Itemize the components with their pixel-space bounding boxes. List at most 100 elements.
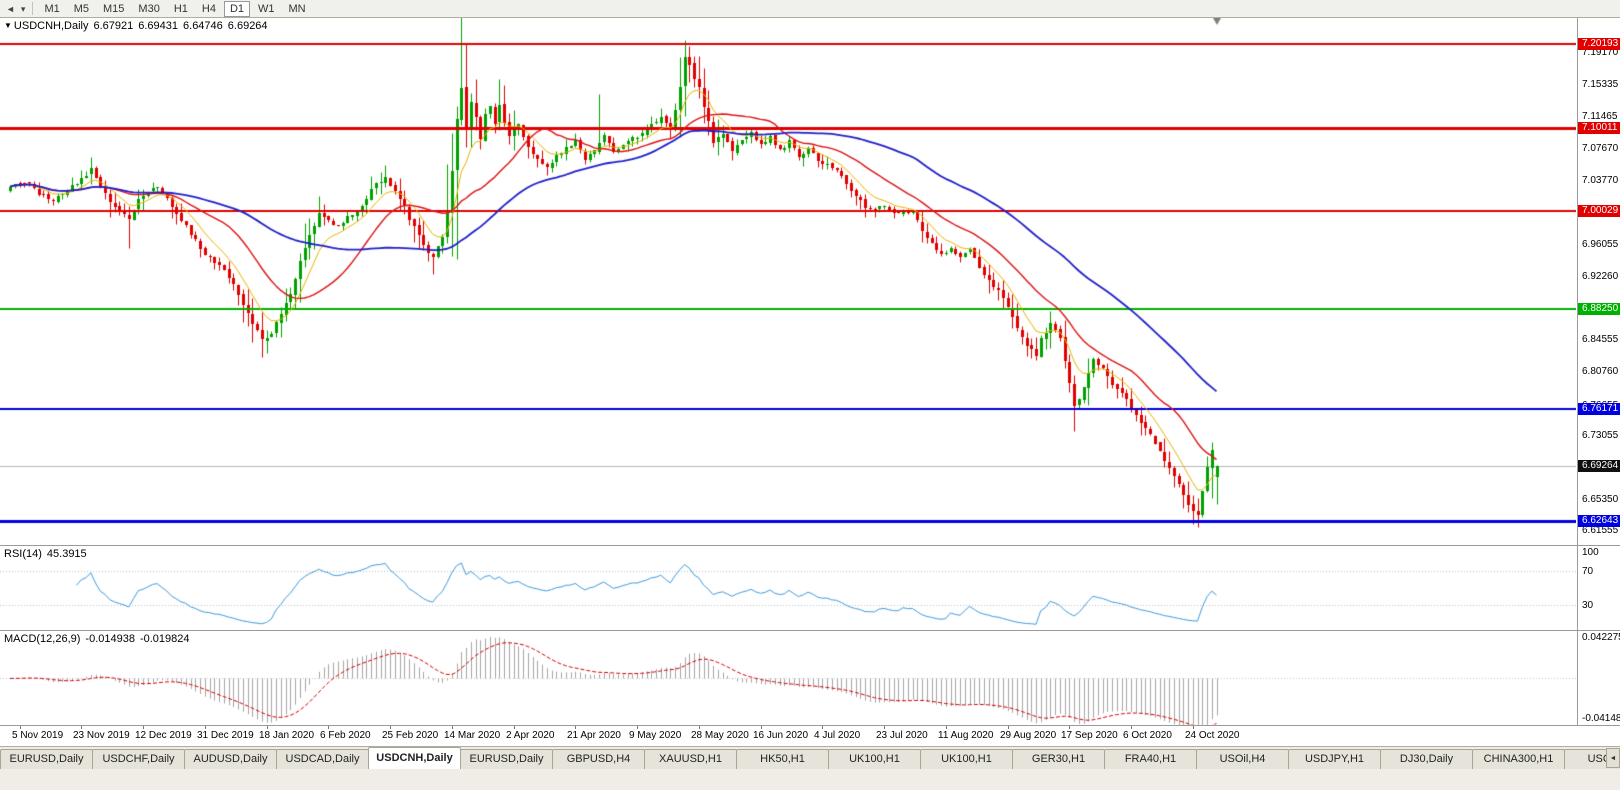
chart-menu-icon[interactable]: ▼ bbox=[4, 21, 12, 30]
timeframe-button-m5[interactable]: M5 bbox=[68, 1, 95, 17]
chart-tab-xauusd-h1[interactable]: XAUUSD,H1 bbox=[644, 749, 737, 769]
chart-tab-gbpusd-h4[interactable]: GBPUSD,H4 bbox=[552, 749, 645, 769]
rsi-scale-label: 30 bbox=[1582, 600, 1594, 611]
level-price-label: 7.00029 bbox=[1578, 205, 1620, 217]
macd-label: MACD(12,26,9) -0.014938 -0.019824 bbox=[4, 633, 190, 645]
tab-scroll-left-button[interactable]: ◄ bbox=[1606, 748, 1620, 768]
timeframe-button-m30[interactable]: M30 bbox=[132, 1, 165, 17]
macd-main-value: -0.014938 bbox=[85, 633, 135, 645]
chart-tab-dj30-daily[interactable]: DJ30,Daily bbox=[1380, 749, 1473, 769]
date-tick bbox=[267, 726, 268, 729]
date-tick bbox=[143, 726, 144, 729]
rsi-scale-label: 100 bbox=[1582, 547, 1599, 558]
date-label: 6 Feb 2020 bbox=[320, 730, 371, 741]
macd-panel-canvas[interactable] bbox=[0, 631, 1576, 725]
date-label: 24 Oct 2020 bbox=[1185, 730, 1240, 741]
rsi-panel-canvas[interactable] bbox=[0, 546, 1576, 630]
price-scale-label: 7.03770 bbox=[1582, 175, 1619, 186]
date-label: 16 Jun 2020 bbox=[753, 730, 809, 741]
price-scale-label: 7.07670 bbox=[1582, 143, 1619, 154]
chart-tab-usoil-h4[interactable]: USOil,H4 bbox=[1196, 749, 1289, 769]
timeframe-toolbar: ◄ ▾ M1 M5 M15 M30 H1 H4 D1 W1 MN bbox=[0, 0, 1620, 18]
timeframe-button-mn[interactable]: MN bbox=[283, 1, 312, 17]
date-label: 23 Nov 2019 bbox=[73, 730, 130, 741]
price-scale-label: 6.80760 bbox=[1582, 366, 1619, 377]
date-tick bbox=[328, 726, 329, 729]
rsi-indicator-value: 45.3915 bbox=[46, 548, 87, 560]
bottom-strip bbox=[0, 769, 1620, 790]
chart-title-high: 6.69431 bbox=[138, 20, 179, 32]
chart-title-open: 6.67921 bbox=[93, 20, 134, 32]
chart-tab-ger30-h1[interactable]: GER30,H1 bbox=[1012, 749, 1105, 769]
price-scale-label: 6.92260 bbox=[1582, 271, 1619, 282]
chart-tab-china300-h1[interactable]: CHINA300,H1 bbox=[1472, 749, 1565, 769]
price-scale-label: 6.84555 bbox=[1582, 334, 1619, 345]
toolbar-separator bbox=[32, 2, 34, 15]
date-label: 23 Jul 2020 bbox=[876, 730, 928, 741]
date-tick bbox=[575, 726, 576, 729]
date-tick bbox=[637, 726, 638, 729]
timeframe-button-d1[interactable]: D1 bbox=[223, 0, 251, 17]
timeframe-button-m1[interactable]: M1 bbox=[38, 1, 65, 17]
date-label: 11 Aug 2020 bbox=[938, 730, 994, 741]
macd-scale-label: -0.04148 bbox=[1582, 713, 1620, 724]
timeframe-button-h4[interactable]: H4 bbox=[196, 1, 222, 17]
price-scale-label: 7.19170 bbox=[1582, 47, 1619, 58]
date-tick bbox=[884, 726, 885, 729]
date-label: 9 May 2020 bbox=[629, 730, 682, 741]
timeframe-button-w1[interactable]: W1 bbox=[252, 1, 281, 17]
chart-tab-usdchf-daily[interactable]: USDCHF,Daily bbox=[92, 749, 185, 769]
chart-tab-eurusd-daily[interactable]: EURUSD,Daily bbox=[460, 749, 553, 769]
chart-tab-uk100-h1[interactable]: UK100,H1 bbox=[920, 749, 1013, 769]
level-price-label: 7.10011 bbox=[1578, 122, 1620, 134]
scroll-left-icon[interactable]: ◄ bbox=[6, 3, 15, 14]
date-tick bbox=[452, 726, 453, 729]
chart-tab-usdjpy-h1[interactable]: USDJPY,H1 bbox=[1288, 749, 1381, 769]
date-label: 28 May 2020 bbox=[691, 730, 749, 741]
panel-separator-rsi[interactable] bbox=[0, 545, 1620, 546]
date-tick bbox=[822, 726, 823, 729]
date-tick bbox=[761, 726, 762, 729]
date-label: 2 Apr 2020 bbox=[506, 730, 555, 741]
date-label: 14 Mar 2020 bbox=[444, 730, 501, 741]
chart-tab-uk100-h1[interactable]: UK100,H1 bbox=[828, 749, 921, 769]
last-price-label: 6.69264 bbox=[1578, 460, 1620, 472]
dropdown-caret-icon[interactable]: ▾ bbox=[20, 3, 26, 14]
rsi-scale-label: 70 bbox=[1582, 566, 1594, 577]
timeframe-button-h1[interactable]: H1 bbox=[168, 1, 194, 17]
date-axis[interactable]: 5 Nov 2019 23 Nov 2019 12 Dec 2019 31 Dec 2… bbox=[0, 725, 1620, 746]
price-chart-canvas[interactable] bbox=[0, 18, 1576, 545]
chart-tab-audusd-daily[interactable]: AUDUSD,Daily bbox=[184, 749, 277, 769]
date-label: 12 Dec 2019 bbox=[135, 730, 192, 741]
date-label: 17 Sep 2020 bbox=[1061, 730, 1118, 741]
price-scale-label: 7.15335 bbox=[1582, 79, 1619, 90]
date-tick bbox=[81, 726, 82, 729]
chart-tab-usdcad-daily[interactable]: USDCAD,Daily bbox=[276, 749, 369, 769]
date-label: 29 Aug 2020 bbox=[1000, 730, 1057, 741]
date-tick bbox=[20, 726, 21, 729]
price-axis[interactable]: 7.19170 7.15335 7.11465 7.07670 7.03770 6.960… bbox=[1577, 18, 1620, 725]
date-label: 25 Feb 2020 bbox=[382, 730, 439, 741]
chart-title-symbol: USDCNH,Daily bbox=[13, 20, 89, 32]
date-tick bbox=[390, 726, 391, 729]
date-tick bbox=[205, 726, 206, 729]
date-tick bbox=[1131, 726, 1132, 729]
macd-scale-label: 0.042275 bbox=[1582, 632, 1620, 643]
price-scale-label: 7.11465 bbox=[1582, 111, 1618, 122]
price-scale-label: 6.73055 bbox=[1582, 430, 1619, 441]
date-label: 18 Jan 2020 bbox=[259, 730, 315, 741]
chart-tab-usdcnh-daily[interactable]: USDCNH,Daily bbox=[368, 747, 461, 769]
chart-tab-hk50-h1[interactable]: HK50,H1 bbox=[736, 749, 829, 769]
panel-separator-macd[interactable] bbox=[0, 630, 1620, 631]
date-tick bbox=[1069, 726, 1070, 729]
price-scale-label: 6.61555 bbox=[1582, 525, 1619, 536]
level-price-label: 7.20193 bbox=[1578, 38, 1620, 50]
level-price-label: 6.88250 bbox=[1578, 303, 1620, 315]
chart-title-close: 6.69264 bbox=[227, 20, 268, 32]
timeframe-button-m15[interactable]: M15 bbox=[97, 1, 130, 17]
date-label: 6 Oct 2020 bbox=[1123, 730, 1172, 741]
chart-tab-eurusd-daily[interactable]: EURUSD,Daily bbox=[0, 749, 93, 769]
chart-tab-fra40-h1[interactable]: FRA40,H1 bbox=[1104, 749, 1197, 769]
price-scale-label: 6.65350 bbox=[1582, 494, 1619, 505]
